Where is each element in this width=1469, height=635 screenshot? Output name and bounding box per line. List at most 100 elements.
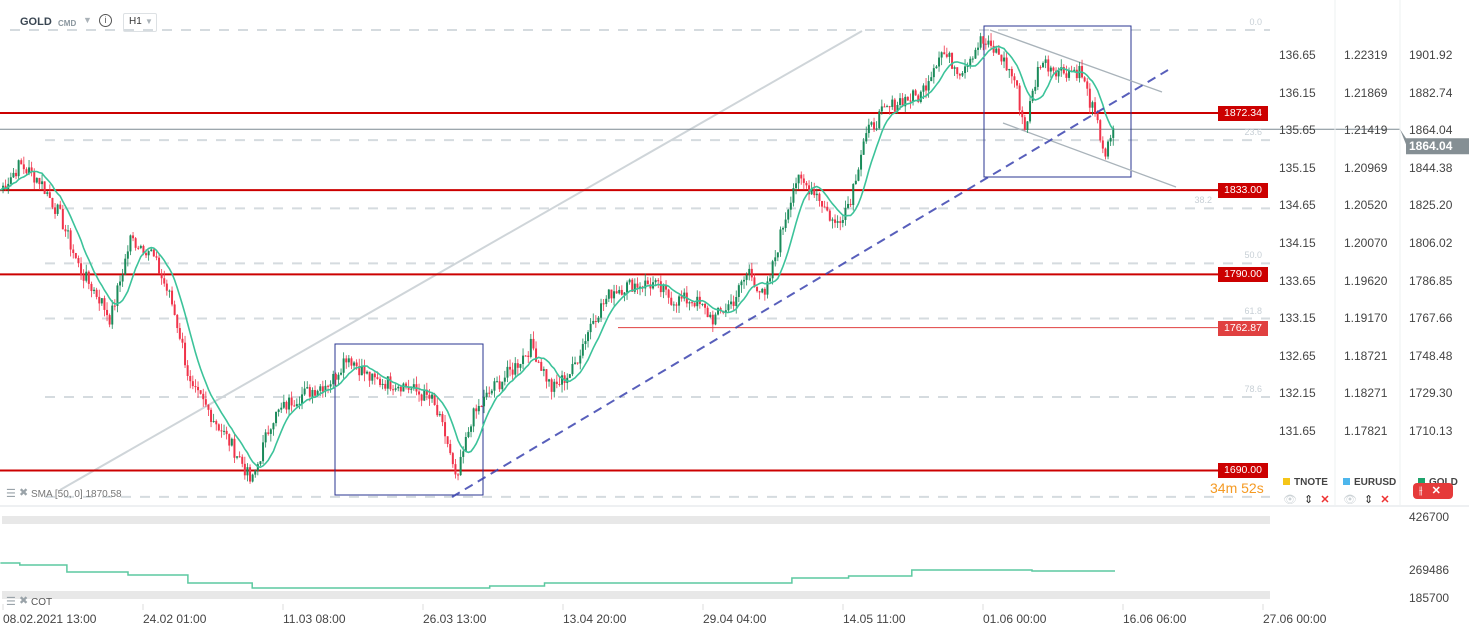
candlesticks <box>2 32 1115 484</box>
reorder-icon[interactable]: ⇕ <box>1364 494 1374 506</box>
candle-body <box>384 383 387 389</box>
candle-body <box>979 36 982 48</box>
support-resistance-levels[interactable] <box>0 111 1218 472</box>
price-level-tag[interactable]: 1872.34 <box>1218 105 1268 121</box>
candle-body <box>1049 67 1052 72</box>
channel-line[interactable] <box>59 30 863 491</box>
candle-body <box>548 379 551 382</box>
candle-body <box>467 431 470 438</box>
current-price-pointer <box>1400 129 1469 155</box>
wedge-lower-line[interactable] <box>1002 122 1177 188</box>
candle-body <box>587 332 590 342</box>
price-level-tag[interactable]: 1690.00 <box>1218 463 1268 479</box>
candle-body <box>132 235 135 239</box>
candle-body <box>906 96 909 101</box>
candle-body <box>327 385 330 387</box>
fib-label: 38.2 <box>1194 195 1212 206</box>
candle-body <box>997 48 1000 55</box>
candle-body <box>951 52 954 69</box>
candle-body <box>412 384 415 389</box>
candle-body <box>152 249 155 257</box>
gold-axis-label: 1901.92 <box>1409 48 1453 62</box>
price-level-tag[interactable]: 1790.00 <box>1218 267 1268 283</box>
eurusd-axis-label: 1.19170 <box>1344 311 1388 326</box>
pane-divider-top[interactable] <box>2 516 1270 524</box>
candle-body <box>184 342 187 366</box>
legend-gold[interactable]: GOLD <box>1418 472 1458 490</box>
candle-body <box>355 362 358 367</box>
candle-body <box>797 174 800 184</box>
candle-body <box>753 277 756 288</box>
cot-settings-icon[interactable]: ☰ <box>6 596 16 608</box>
candle-body <box>909 100 912 102</box>
candle-body <box>888 106 891 108</box>
candle-body <box>483 396 486 407</box>
candle-body <box>480 405 483 407</box>
tnote-axis-label: 135.65 <box>1279 123 1316 138</box>
candle-body <box>308 387 311 397</box>
candle-body <box>301 394 304 404</box>
candle-body <box>701 303 704 305</box>
candle-body <box>730 301 733 305</box>
candle-body <box>857 169 860 181</box>
close-icon[interactable]: ✕ <box>1320 494 1330 506</box>
range-box-june[interactable] <box>983 25 1132 178</box>
candle-body <box>969 58 972 66</box>
candle-body <box>236 456 239 458</box>
timeframe-select[interactable]: H1 ▼ <box>123 13 157 32</box>
tnote-axis-label: 134.65 <box>1279 198 1316 213</box>
candle-body <box>901 98 904 107</box>
candle-body <box>678 296 681 306</box>
candle-body <box>961 73 964 76</box>
symbol-dropdown-icon[interactable]: ▼ <box>83 15 92 25</box>
candle-body <box>54 207 57 214</box>
wedge-upper-line[interactable] <box>989 29 1163 93</box>
candle-body <box>1094 102 1097 114</box>
candle-body <box>33 171 36 183</box>
sma-settings-icon[interactable]: ☰ <box>6 488 16 500</box>
close-icon[interactable]: ✕ <box>1431 485 1441 497</box>
price-level-tag[interactable]: 1833.00 <box>1218 183 1268 199</box>
cot-remove-icon[interactable]: ✖ <box>19 595 29 607</box>
range-box-march[interactable] <box>334 343 484 496</box>
candle-body <box>371 373 374 381</box>
reorder-icon[interactable]: ⇕ <box>1304 494 1314 506</box>
candle-body <box>1075 69 1078 79</box>
candle-body <box>763 288 766 295</box>
candle-body <box>1086 81 1089 89</box>
symbol-name[interactable]: GOLD <box>20 16 52 28</box>
candle-body <box>454 464 457 475</box>
gold-chart-type-button[interactable]: ⫲ ✕ <box>1413 483 1453 499</box>
candle-body <box>233 438 236 458</box>
x-axis-label: 01.06 00:00 <box>983 612 1047 626</box>
price-level-tag[interactable]: 1762.87 <box>1218 320 1268 336</box>
tnote-axis-label: 135.15 <box>1279 160 1316 175</box>
candle-body <box>295 404 298 407</box>
pane-divider-bottom[interactable] <box>2 591 1270 599</box>
legend-eurusd[interactable]: EURUSD 👁 ⇕ ✕ <box>1343 472 1396 506</box>
candle-body <box>381 383 384 385</box>
color-swatch <box>1283 478 1290 485</box>
trend-line[interactable] <box>451 69 1169 498</box>
candle-body <box>126 251 129 259</box>
candle-body <box>28 167 31 174</box>
cot-line <box>0 562 1115 589</box>
eye-icon[interactable]: 👁 <box>1343 494 1357 506</box>
candle-body <box>340 372 343 375</box>
candle-body <box>672 304 675 306</box>
sma-remove-icon[interactable]: ✖ <box>19 487 29 499</box>
info-icon[interactable]: i <box>99 14 112 27</box>
countdown-seconds: 52s <box>1241 480 1264 496</box>
candle-body <box>168 290 171 292</box>
candle-body <box>589 323 592 333</box>
candle-body <box>875 128 878 130</box>
close-icon[interactable]: ✕ <box>1380 494 1390 506</box>
eye-icon[interactable]: 👁 <box>1283 494 1297 506</box>
candle-body <box>1099 120 1102 141</box>
candle-body <box>509 366 512 370</box>
legend-tnote[interactable]: TNOTE 👁 ⇕ ✕ <box>1283 472 1330 506</box>
candle-body <box>321 386 324 392</box>
candle-body <box>1031 90 1034 102</box>
candle-body <box>555 381 558 385</box>
